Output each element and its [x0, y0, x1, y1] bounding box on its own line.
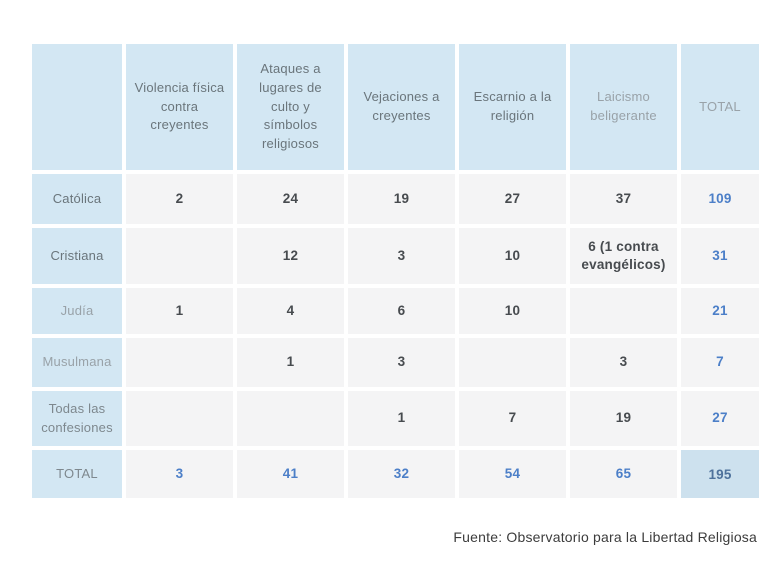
data-cell: 7	[459, 391, 566, 446]
data-cell: 12	[237, 228, 344, 284]
column-header-violencia: Violencia física contra creyentes	[126, 44, 233, 170]
data-cell: 24	[237, 174, 344, 224]
row-total-cell: 7	[681, 338, 759, 387]
data-cell: 10	[459, 228, 566, 284]
data-cell	[126, 228, 233, 284]
column-header-laicismo: Laicismo beligerante	[570, 44, 677, 170]
total-row-cell: 65	[570, 450, 677, 498]
grand-total-cell: 195	[681, 450, 759, 498]
total-row-cell: 3	[126, 450, 233, 498]
data-cell: 19	[348, 174, 455, 224]
row-label-todas-confesiones: Todas las confesiones	[32, 391, 122, 446]
data-cell: 6	[348, 288, 455, 334]
column-header-total: TOTAL	[681, 44, 759, 170]
row-label-judia: Judía	[32, 288, 122, 334]
corner-cell	[32, 44, 122, 170]
data-cell: 3	[348, 338, 455, 387]
row-label-cristiana: Cristiana	[32, 228, 122, 284]
data-cell: 10	[459, 288, 566, 334]
data-cell	[459, 338, 566, 387]
row-total-cell: 109	[681, 174, 759, 224]
source-text: Fuente: Observatorio para la Libertad Re…	[453, 529, 757, 545]
row-total-cell: 31	[681, 228, 759, 284]
data-cell: 1	[237, 338, 344, 387]
row-label-musulmana: Musulmana	[32, 338, 122, 387]
row-label-total: TOTAL	[32, 450, 122, 498]
data-cell	[126, 338, 233, 387]
data-cell: 6 (1 contra evangélicos)	[570, 228, 677, 284]
data-cell: 27	[459, 174, 566, 224]
total-row-cell: 41	[237, 450, 344, 498]
data-cell: 1	[126, 288, 233, 334]
data-cell: 3	[570, 338, 677, 387]
violations-table: Violencia física contra creyentes Ataque…	[32, 44, 759, 498]
data-cell: 3	[348, 228, 455, 284]
total-row-cell: 54	[459, 450, 566, 498]
total-row-cell: 32	[348, 450, 455, 498]
data-cell: 19	[570, 391, 677, 446]
column-header-ataques: Ataques a lugares de culto y símbolos re…	[237, 44, 344, 170]
row-label-catolica: Católica	[32, 174, 122, 224]
column-header-vejaciones: Vejaciones a creyentes	[348, 44, 455, 170]
row-total-cell: 21	[681, 288, 759, 334]
data-cell: 1	[348, 391, 455, 446]
data-cell	[126, 391, 233, 446]
data-cell	[570, 288, 677, 334]
data-cell: 2	[126, 174, 233, 224]
data-cell: 4	[237, 288, 344, 334]
row-total-cell: 27	[681, 391, 759, 446]
data-cell	[237, 391, 344, 446]
data-cell: 37	[570, 174, 677, 224]
column-header-escarnio: Escarnio a la religión	[459, 44, 566, 170]
